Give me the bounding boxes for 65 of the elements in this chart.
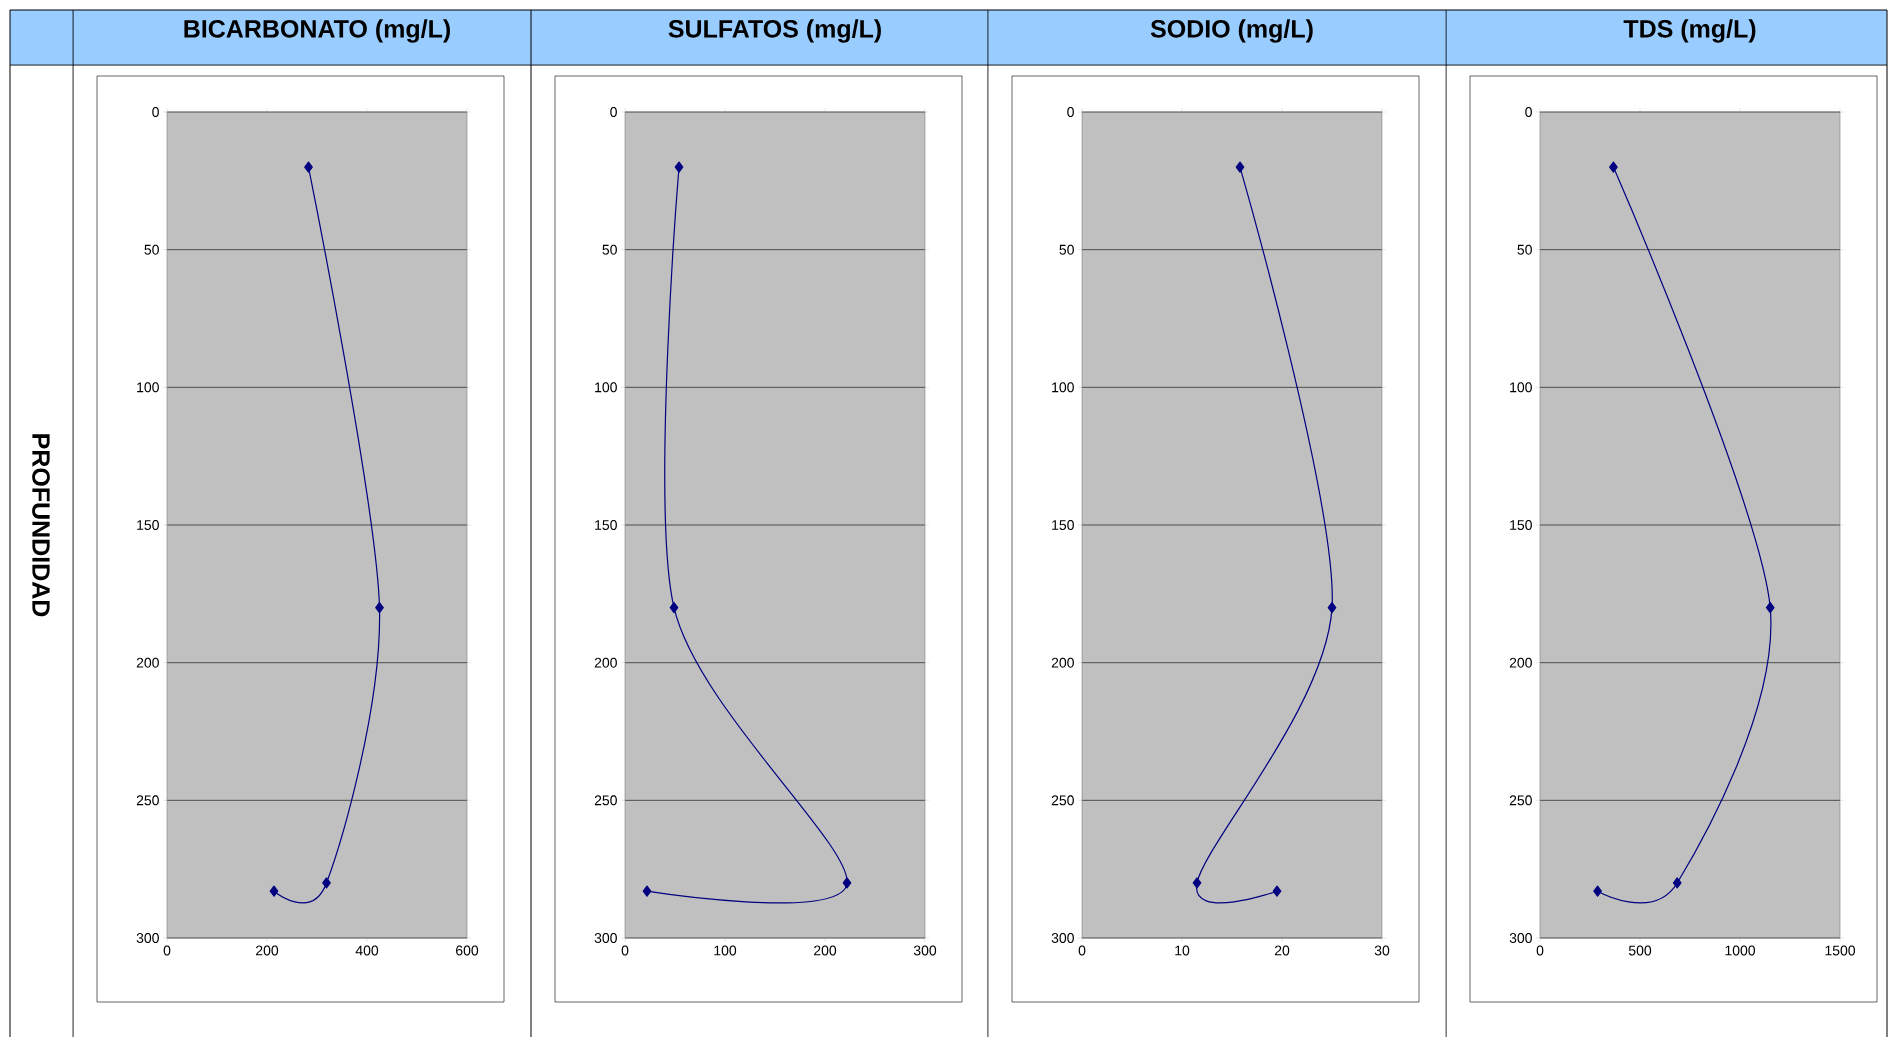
point xyxy=(674,161,684,173)
y-tick-label: 100 xyxy=(1052,382,1074,393)
y-tick-label: 300 xyxy=(594,933,617,943)
x-tick-label: 400 xyxy=(355,945,379,956)
y-tick-label: 250 xyxy=(1509,795,1532,806)
y-tick-label: 200 xyxy=(136,657,159,668)
point xyxy=(304,161,313,173)
x-tick-label: 200 xyxy=(256,945,279,956)
chart-title: TDS (mg/L) xyxy=(1623,19,1756,43)
y-tick-label: 300 xyxy=(1051,933,1074,943)
x-tick-label: 500 xyxy=(1628,945,1652,956)
point xyxy=(375,602,384,614)
y-tick-label: 150 xyxy=(1052,520,1074,530)
x-tick-label: 30 xyxy=(1374,945,1390,956)
point xyxy=(1192,877,1202,889)
y-tick-label: 300 xyxy=(1509,933,1532,943)
point xyxy=(1609,161,1618,173)
point xyxy=(669,602,679,614)
y-tick-label: 50 xyxy=(1059,244,1074,255)
x-tick-label: 10 xyxy=(1175,945,1190,956)
point xyxy=(1235,161,1245,173)
x-tick-label: 0 xyxy=(1536,945,1544,956)
point xyxy=(322,877,331,889)
y-tick-label: 0 xyxy=(152,107,159,117)
x-tick-label: 0 xyxy=(1078,945,1086,956)
point xyxy=(269,885,279,897)
y-tick-label: 150 xyxy=(595,520,617,530)
point xyxy=(842,877,852,889)
chart-title: SODIO (mg/L) xyxy=(1150,19,1313,43)
y-tick-label: 200 xyxy=(594,657,617,668)
x-tick-label: 300 xyxy=(913,945,937,956)
chart-title: BICARBONATO (mg/L) xyxy=(184,19,450,43)
y-tick-label: 50 xyxy=(144,244,159,255)
y-tick-label: 50 xyxy=(602,244,617,255)
y-axis-title: PROFUNDIDAD xyxy=(32,434,50,617)
y-tick-label: 250 xyxy=(136,795,159,806)
point xyxy=(1272,885,1282,897)
x-tick-label: 1500 xyxy=(1825,945,1856,956)
x-tick-label: 1000 xyxy=(1725,945,1756,956)
y-tick-label: 200 xyxy=(1051,657,1074,668)
x-tick-label: 0 xyxy=(163,945,171,956)
y-tick-label: 150 xyxy=(1510,520,1532,530)
point xyxy=(1327,602,1337,614)
y-tick-label: 50 xyxy=(1517,244,1532,255)
y-tick-label: 100 xyxy=(595,382,617,393)
x-tick-label: 200 xyxy=(814,945,837,956)
y-tick-label: 100 xyxy=(1510,382,1532,393)
point xyxy=(642,885,652,897)
x-tick-label: 0 xyxy=(621,945,629,956)
point xyxy=(1765,602,1775,614)
y-tick-label: 0 xyxy=(1525,107,1532,117)
y-tick-label: 250 xyxy=(594,795,617,806)
y-tick-label: 0 xyxy=(1067,107,1074,117)
x-tick-label: 20 xyxy=(1274,945,1290,956)
y-tick-label: 250 xyxy=(1051,795,1074,806)
chart-title: SULFATOS (mg/L) xyxy=(668,19,881,43)
point xyxy=(1593,885,1602,897)
y-tick-label: 150 xyxy=(137,520,159,530)
y-tick-label: 0 xyxy=(610,107,617,117)
x-tick-label: 600 xyxy=(456,945,479,956)
y-tick-label: 100 xyxy=(137,382,159,393)
point xyxy=(1672,877,1682,889)
y-tick-label: 200 xyxy=(1509,657,1532,668)
y-tick-label: 300 xyxy=(136,933,159,943)
x-tick-label: 100 xyxy=(714,945,737,956)
